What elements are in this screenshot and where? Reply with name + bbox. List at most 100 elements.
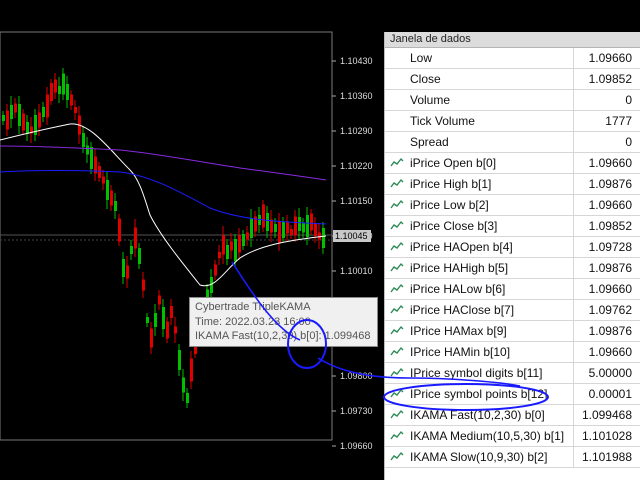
data-row[interactable]: Spread 0 — [385, 132, 640, 153]
indicator-line-icon — [390, 304, 404, 314]
column-separator — [573, 363, 574, 383]
indicator-line-icon — [390, 220, 404, 230]
column-separator — [573, 279, 574, 299]
data-row[interactable]: IPrice HAMin b[10] 1.09660 — [385, 342, 640, 363]
candle-body — [122, 259, 125, 277]
candle-body — [66, 84, 69, 100]
data-row[interactable]: IKAMA Medium(10,5,30) b[1] 1.101028 — [385, 426, 640, 447]
candle-body — [86, 145, 89, 155]
candle-body — [166, 321, 169, 339]
column-separator — [573, 258, 574, 278]
column-separator — [573, 405, 574, 425]
data-row-value: 1.09660 — [588, 345, 632, 359]
current-price-label: 1.10045 — [335, 231, 368, 241]
indicator-line-icon — [390, 367, 404, 377]
indicator-line-icon — [390, 388, 404, 398]
price-tick-label: 1.10150 — [340, 196, 373, 206]
data-row[interactable]: IKAMA Slow(10,9,30) b[2] 1.101988 — [385, 447, 640, 468]
candle-body — [102, 176, 105, 184]
candle-body — [210, 277, 213, 293]
candle-body — [106, 180, 109, 200]
price-tick-label: 1.10220 — [340, 161, 373, 171]
candle-body — [310, 213, 313, 231]
candle-body — [150, 328, 153, 348]
price-chart[interactable]: 1.10430 1.10360 1.10290 1.10220 1.10150 1.100… — [0, 0, 384, 480]
column-separator — [573, 426, 574, 446]
data-row[interactable]: iPrice Close b[3] 1.09852 — [385, 216, 640, 237]
data-row[interactable]: iPrice HALow b[6] 1.09660 — [385, 279, 640, 300]
candle-body — [42, 107, 45, 117]
indicator-line-icon — [390, 199, 404, 209]
indicator-line-icon — [390, 157, 404, 167]
candle-body — [178, 350, 181, 370]
data-row[interactable]: IPrice symbol points b[12] 0.00001 — [385, 384, 640, 405]
data-row-value: 1.101028 — [581, 429, 632, 443]
data-row-value: 1.09728 — [588, 240, 632, 254]
data-row-value: 1.09876 — [588, 324, 632, 338]
data-row-value: 1.099468 — [581, 408, 632, 422]
data-row[interactable]: iPrice HAHigh b[5] 1.09876 — [385, 258, 640, 279]
data-row-label: iPrice Close b[3] — [410, 219, 498, 233]
data-row[interactable]: IPrice symbol digits b[11] 5.00000 — [385, 363, 640, 384]
column-separator — [573, 447, 574, 467]
data-row[interactable]: Low 1.09660 — [385, 48, 640, 69]
candle-body — [170, 306, 173, 318]
candle-body — [14, 103, 17, 113]
candle-body — [146, 317, 149, 323]
candle-body — [266, 213, 269, 231]
candle-body — [318, 232, 321, 240]
data-row[interactable]: iPrice Open b[0] 1.09660 — [385, 153, 640, 174]
candle-body — [22, 113, 25, 131]
column-separator — [573, 195, 574, 215]
candle-body — [234, 239, 237, 261]
data-row[interactable]: Close 1.09852 — [385, 69, 640, 90]
data-row[interactable]: iPrice Low b[2] 1.09660 — [385, 195, 640, 216]
price-tick-label: 1.09660 — [340, 441, 373, 451]
column-separator — [573, 69, 574, 89]
data-row-value: 1.09876 — [588, 261, 632, 275]
data-row[interactable]: iPrice High b[1] 1.09876 — [385, 174, 640, 195]
candle-body — [182, 377, 185, 393]
data-row-value: 0.00001 — [588, 387, 632, 401]
data-row[interactable]: Volume 0 — [385, 90, 640, 111]
kama-medium-line — [0, 145, 327, 181]
candle-body — [278, 221, 281, 243]
candle-body — [98, 166, 101, 178]
data-row-label: iPrice High b[1] — [410, 177, 492, 191]
column-separator — [573, 111, 574, 131]
data-row-label: iPrice Open b[0] — [410, 156, 497, 170]
data-row[interactable]: IPrice HAMax b[9] 1.09876 — [385, 321, 640, 342]
candle-body — [258, 215, 261, 225]
data-row-value: 5.00000 — [588, 366, 632, 380]
indicator-line-icon — [390, 325, 404, 335]
tooltip-time: Time: 2022.03.23 16:00 — [195, 315, 311, 328]
candle-body — [190, 358, 193, 382]
data-row[interactable]: iPrice HAClose b[7] 1.09762 — [385, 300, 640, 321]
candle-body — [294, 216, 297, 236]
data-row[interactable]: IKAMA Fast(10,2,30) b[0] 1.099468 — [385, 405, 640, 426]
column-separator — [573, 174, 574, 194]
candle-body — [18, 104, 21, 126]
candle-body — [38, 112, 41, 128]
data-row-value: 1.101988 — [581, 450, 632, 464]
data-row[interactable]: iPrice HAOpen b[4] 1.09728 — [385, 237, 640, 258]
data-row-label: IPrice HAMax b[9] — [410, 324, 507, 338]
data-row-value: 1.09660 — [588, 282, 632, 296]
price-tick-label: 1.10360 — [340, 91, 373, 101]
indicator-line-icon — [390, 283, 404, 293]
data-row-value: 0 — [625, 93, 632, 107]
candle-body — [62, 73, 65, 95]
indicator-line-icon — [390, 241, 404, 251]
data-row-label: iPrice HAOpen b[4] — [410, 240, 513, 254]
candlestick-chart-svg[interactable]: 1.10430 1.10360 1.10290 1.10220 1.10150 1.100… — [0, 0, 384, 480]
candle-body — [250, 218, 253, 238]
candle-body — [174, 326, 177, 334]
indicator-line-icon — [390, 451, 404, 461]
price-tick-label: 1.10290 — [340, 126, 373, 136]
candle-body — [302, 223, 305, 233]
data-row[interactable]: Tick Volume 1777 — [385, 111, 640, 132]
indicator-line-icon — [390, 409, 404, 419]
tooltip-value: IKAMA Fast(10,2,30) b[0]: 1.099468 — [195, 330, 371, 342]
candle-body — [126, 265, 129, 279]
candle-body — [254, 216, 257, 232]
